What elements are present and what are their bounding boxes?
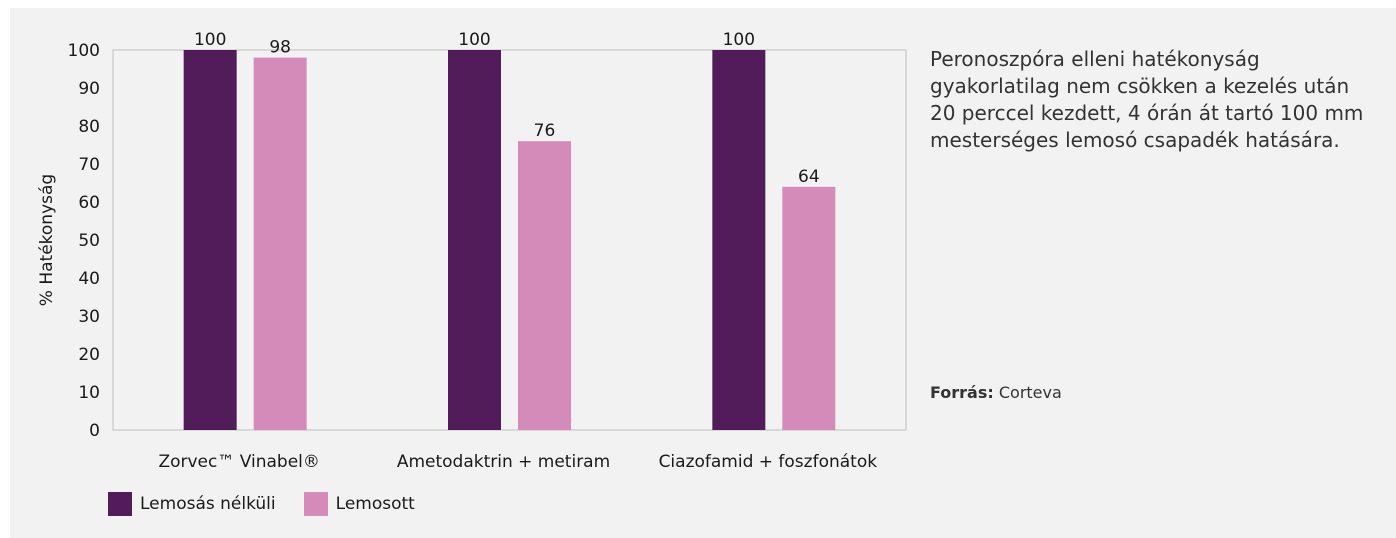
legend-item-series-2: Lemosott: [303, 492, 415, 516]
y-tick-label: 50: [78, 231, 100, 251]
bar-data-label: 64: [798, 167, 820, 187]
y-tick-label: 60: [78, 193, 100, 213]
y-tick-label: 0: [89, 421, 100, 441]
legend-swatch-series-1: [108, 492, 132, 516]
bar-data-label: 100: [194, 30, 226, 50]
legend-label-series-2: Lemosott: [335, 494, 415, 514]
bar-series-2: [253, 57, 307, 430]
source-value: Corteva: [993, 383, 1062, 402]
y-tick-label: 90: [78, 79, 100, 99]
y-tick-label: 40: [78, 269, 100, 289]
source-note: Forrás: Corteva: [930, 383, 1062, 402]
chart-panel: [10, 8, 1396, 538]
x-category-label: Zorvec™ Vinabel®: [158, 452, 319, 472]
y-tick-label: 80: [78, 117, 100, 137]
legend-item-series-1: Lemosás nélküli: [108, 492, 276, 516]
bar-series-1: [712, 50, 766, 430]
bar-data-label: 76: [534, 121, 556, 141]
bar-series-2: [518, 141, 571, 430]
source-label: Forrás:: [930, 383, 994, 402]
y-tick-label: 10: [78, 383, 100, 403]
y-tick-label: 100: [68, 41, 100, 61]
bar-data-label: 98: [269, 38, 291, 58]
legend: Lemosás nélküli Lemosott: [108, 492, 443, 516]
y-tick-label: 70: [78, 155, 100, 175]
y-tick-label: 30: [78, 307, 100, 327]
legend-label-series-1: Lemosás nélküli: [140, 494, 276, 514]
legend-swatch-series-2: [303, 492, 328, 516]
y-tick-label: 20: [78, 345, 100, 365]
chart-description: Peronoszpóra elleni hatékonyság gyakorla…: [930, 47, 1364, 152]
x-category-label: Ametodaktrin + metiram: [397, 452, 610, 472]
bar-data-label: 100: [723, 30, 755, 50]
x-category-label: Ciazofamid + foszfonátok: [659, 452, 878, 472]
bar-series-1: [183, 50, 237, 430]
bar-series-1: [448, 50, 501, 430]
plot-frame: [112, 49, 907, 431]
bar-series-2: [782, 186, 836, 430]
bar-data-label: 100: [458, 30, 490, 50]
y-axis-title: % Hatékonyság: [37, 174, 57, 306]
